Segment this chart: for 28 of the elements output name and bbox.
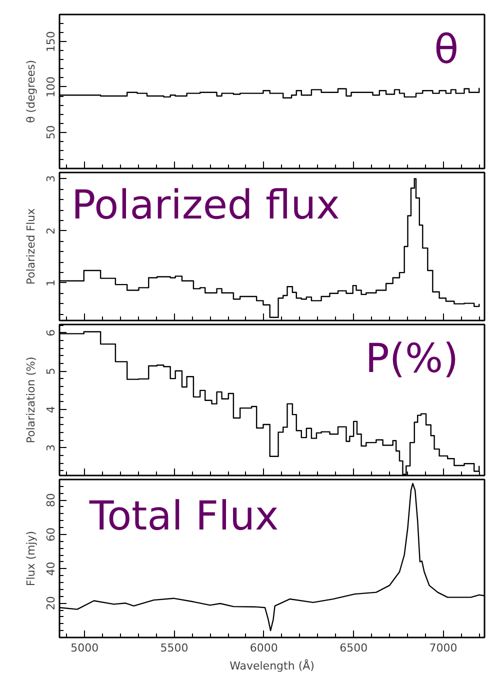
- y-tick-label: 3: [44, 444, 58, 452]
- y-axis-title: Polarized Flux: [24, 208, 38, 285]
- y-axis-title: θ (degrees): [24, 60, 38, 124]
- x-tick-label: 5000: [70, 642, 99, 654]
- y-tick-label: 6: [44, 329, 58, 336]
- x-axis-title: Wavelength (Å): [230, 658, 314, 672]
- y-tick-label: 100: [44, 76, 58, 98]
- x-tick-label: 7000: [429, 642, 458, 654]
- x-tick-label: 6500: [340, 642, 368, 654]
- y-tick-label: 20: [44, 596, 58, 610]
- y-tick-label: 150: [44, 31, 58, 52]
- annotation: Total Flux: [88, 494, 279, 540]
- y-tick-label: 5: [44, 368, 58, 375]
- y-tick-label: 2: [44, 227, 58, 234]
- y-tick-label: 40: [44, 562, 58, 576]
- annotation: θ: [434, 27, 459, 74]
- annotation: Polarized flux: [71, 182, 340, 229]
- y-axis-title: Polarization (%): [24, 356, 38, 444]
- y-axis-title: Flux (mjy): [24, 530, 38, 586]
- annotation: P(%): [365, 336, 459, 382]
- y-tick-label: 80: [44, 493, 58, 508]
- x-tick-label: 6000: [250, 642, 278, 654]
- x-tick-label: 5500: [160, 642, 188, 654]
- y-tick-label: 50: [44, 125, 58, 140]
- y-tick-label: 60: [44, 527, 58, 542]
- y-tick-label: 4: [44, 406, 58, 414]
- y-tick-label: 1: [44, 279, 58, 286]
- y-tick-label: 3: [44, 175, 58, 182]
